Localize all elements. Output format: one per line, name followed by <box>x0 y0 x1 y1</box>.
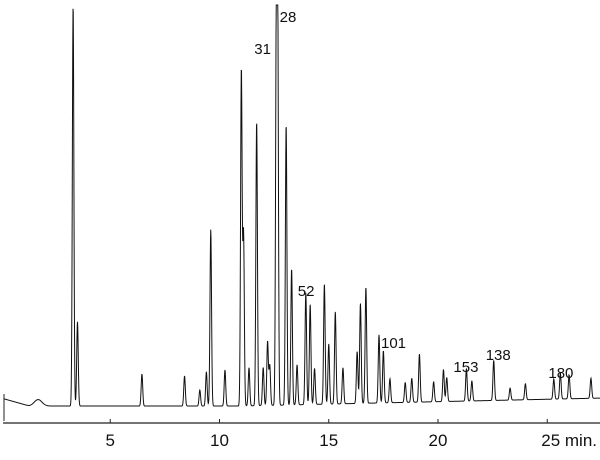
peak-label: 28 <box>280 9 297 26</box>
x-tick-label: 20 <box>429 431 448 450</box>
x-tick-label: 5 <box>106 431 115 450</box>
x-tick-label: 10 <box>210 431 229 450</box>
peak-label: 180 <box>548 365 573 382</box>
peak-label: 52 <box>298 283 315 300</box>
peak-label: 31 <box>254 41 271 58</box>
peak-label: 101 <box>381 335 406 352</box>
x-tick-label: 25 min. <box>541 431 597 450</box>
x-tick-label: 15 <box>319 431 338 450</box>
chromatogram-trace <box>3 4 600 407</box>
peak-label: 138 <box>486 347 511 364</box>
peak-label: 153 <box>453 359 478 376</box>
